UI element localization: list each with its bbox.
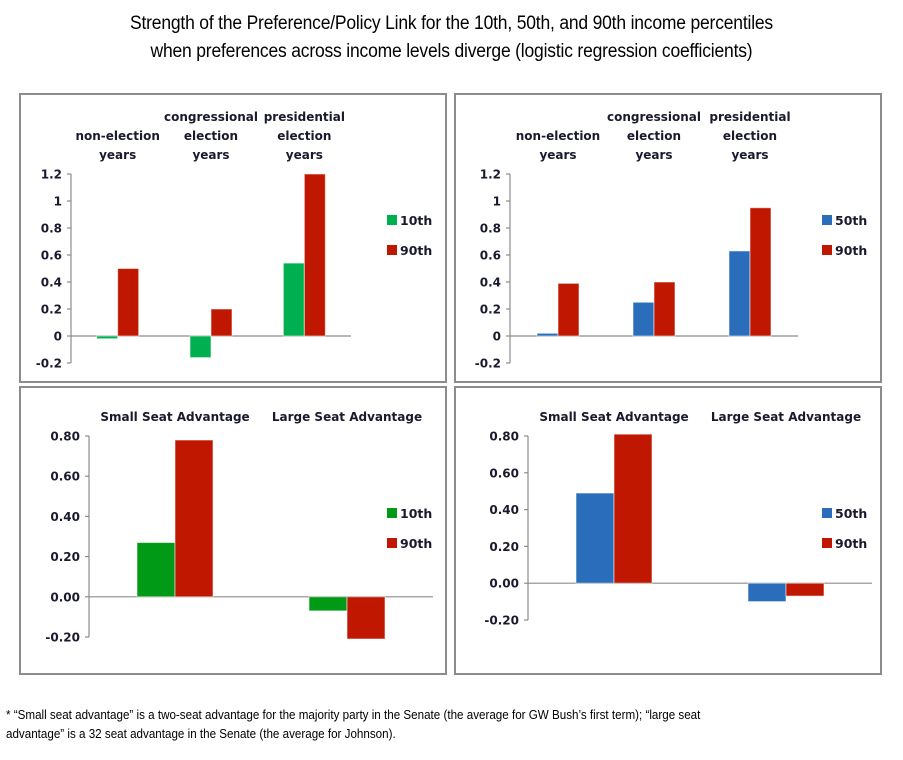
category-label: Large Seat Advantage: [272, 410, 422, 424]
y-tick-label: 0.8: [41, 222, 62, 236]
bar-90th-2: [303, 173, 326, 337]
footnote: * “Small seat advantage” is a two-seat a…: [6, 706, 838, 744]
bar-90th-0: [557, 282, 580, 337]
category-label: non-election: [75, 129, 159, 143]
bar-90th-0: [117, 268, 140, 337]
category-label: election: [184, 129, 238, 143]
figure-title-line-2: when preferences across income levels di…: [150, 41, 753, 62]
bar-50th-1: [747, 582, 787, 603]
y-tick-label: 0.6: [480, 249, 501, 263]
y-tick-label: 0.2: [41, 303, 62, 317]
chart-panel-top-left: -0.2 0 0.2 0.4 0.6 0.8 1 1.2 non-election years co…: [19, 93, 447, 383]
bar-90th-1: [653, 281, 676, 337]
y-tick-label: -0.2: [475, 357, 501, 371]
legend-label-10th: 10th: [400, 506, 432, 521]
category-label: election: [627, 129, 681, 143]
chart-panel-bottom-left: -0.20 0.00 0.20 0.40 0.60 0.80 Small Seat Adva…: [19, 386, 447, 675]
y-tick-label: 1.2: [41, 168, 62, 182]
y-tick-label: 0: [54, 330, 62, 344]
bar-90th-0: [174, 439, 214, 598]
y-tick-label: 0.20: [489, 540, 519, 554]
legend-label-50th: 50th: [835, 506, 867, 521]
y-tick-label: 0.40: [50, 510, 80, 524]
footnote-line-1: * “Small seat advantage” is a two-seat a…: [6, 708, 701, 722]
bar-50th-0: [536, 332, 559, 337]
chart-panel-bottom-right: -0.20 0.00 0.20 0.40 0.60 0.80 Small Seat Adva…: [454, 386, 882, 675]
bar-10th-1: [189, 335, 212, 359]
y-tick-label: 0.80: [489, 430, 519, 444]
category-label: years: [192, 148, 229, 162]
legend-swatch-50th: [822, 215, 832, 225]
legend-label-90th: 90th: [400, 243, 432, 258]
category-label: Large Seat Advantage: [711, 410, 861, 424]
y-tick-label: 0.2: [480, 303, 501, 317]
figure-title: Strength of the Preference/Policy Link f…: [36, 10, 867, 66]
chart-bottom-left: -0.20 0.00 0.20 0.40 0.60 0.80 Small Seat Adva…: [45, 410, 433, 645]
y-tick-label: 0.8: [480, 222, 501, 236]
y-tick-label: 0.60: [50, 470, 80, 484]
legend-swatch-10th: [387, 508, 397, 518]
y-tick-label: 1: [493, 195, 501, 209]
chart-panel-top-right: -0.2 0 0.2 0.4 0.6 0.8 1 1.2 non-election years co…: [454, 93, 882, 383]
category-label: election: [723, 129, 777, 143]
y-tick-label: 0.40: [489, 503, 519, 517]
legend-swatch-10th: [387, 215, 397, 225]
y-tick-label: 0.60: [489, 466, 519, 480]
y-tick-label: 0.00: [50, 590, 80, 604]
y-tick-label: -0.20: [45, 631, 80, 645]
legend-label-90th: 90th: [400, 536, 432, 551]
bar-10th-0: [136, 542, 176, 598]
y-tick-label: 0.00: [489, 577, 519, 591]
y-tick-label: 0.20: [50, 550, 80, 564]
y-tick-label: 0: [493, 330, 501, 344]
bar-50th-0: [575, 492, 615, 584]
category-label: years: [635, 148, 672, 162]
legend-swatch-90th: [822, 245, 832, 255]
bar-90th-1: [346, 596, 386, 640]
legend-swatch-90th: [387, 245, 397, 255]
category-label: congressional: [607, 110, 701, 124]
y-tick-label: 0.4: [480, 276, 501, 290]
legend-swatch-50th: [822, 508, 832, 518]
category-label: non-election: [516, 129, 600, 143]
y-tick-label: 0.4: [41, 276, 62, 290]
legend-label-90th: 90th: [835, 243, 867, 258]
bar-10th-2: [282, 262, 305, 337]
category-label: years: [539, 148, 576, 162]
chart-bottom-right: -0.20 0.00 0.20 0.40 0.60 0.80 Small Seat Adva…: [484, 410, 872, 628]
y-tick-label: 1.2: [480, 168, 501, 182]
legend-swatch-90th: [387, 538, 397, 548]
bar-90th-1: [210, 308, 233, 337]
y-tick-label: 0.80: [50, 430, 80, 444]
figure-title-line-1: Strength of the Preference/Policy Link f…: [130, 13, 773, 34]
bar-10th-1: [308, 596, 348, 612]
chart-top-right: -0.2 0 0.2 0.4 0.6 0.8 1 1.2 non-election years co…: [475, 110, 868, 371]
category-label: congressional: [164, 110, 258, 124]
footnote-line-2: advantage” is a 32 seat advantage in the…: [6, 727, 396, 741]
category-label: years: [731, 148, 768, 162]
chart-top-left: -0.2 0 0.2 0.4 0.6 0.8 1 1.2 non-election years co…: [36, 110, 433, 371]
y-tick-label: 0.6: [41, 249, 62, 263]
legend-label-10th: 10th: [400, 213, 432, 228]
legend-label-50th: 50th: [835, 213, 867, 228]
legend-swatch-90th: [822, 538, 832, 548]
legend-label-90th: 90th: [835, 536, 867, 551]
category-label: presidential: [709, 110, 790, 124]
bar-90th-1: [785, 582, 825, 597]
bar-90th-2: [749, 207, 772, 337]
bar-10th-0: [96, 335, 119, 340]
bar-90th-0: [613, 433, 653, 584]
category-label: years: [286, 148, 323, 162]
y-tick-label: -0.2: [36, 357, 62, 371]
y-tick-label: 1: [54, 195, 62, 209]
category-label: presidential: [264, 110, 345, 124]
category-label: Small Seat Advantage: [100, 410, 249, 424]
category-label: election: [277, 129, 331, 143]
category-label: Small Seat Advantage: [539, 410, 688, 424]
category-label: years: [99, 148, 136, 162]
y-tick-label: -0.20: [484, 614, 519, 628]
bar-50th-1: [632, 301, 655, 337]
bar-50th-2: [728, 250, 751, 337]
